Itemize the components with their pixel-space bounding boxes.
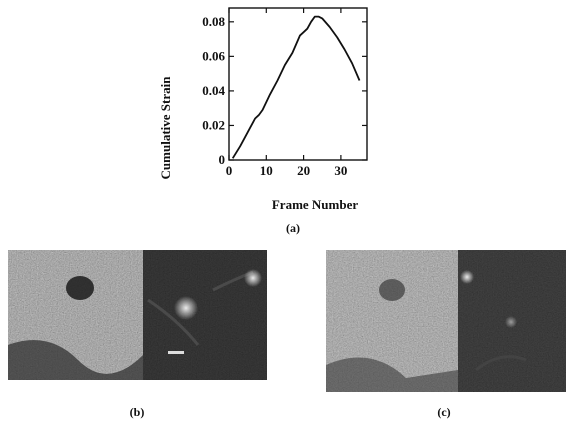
x-tick-label: 20: [297, 163, 310, 178]
image-panel-b: [8, 250, 267, 380]
chart-axes: [228, 7, 368, 161]
y-tick-label: 0.02: [202, 117, 225, 132]
y-tick-label: 0: [219, 152, 226, 167]
x-axis-title: Frame Number: [271, 197, 359, 212]
caption-b: (b): [129, 405, 145, 419]
image-panel-c: [326, 250, 566, 392]
strain-series-line: [231, 15, 361, 159]
y-axis-title: Cumulative Strain: [158, 76, 173, 180]
ultrasound-image-c: [326, 250, 566, 392]
chart-ticks: 0 10 20 30 0 0.02 0.04 0.06 0.08: [202, 8, 367, 178]
x-tick-label: 0: [226, 163, 233, 178]
x-tick-label: 10: [260, 163, 273, 178]
chart-series: [231, 15, 361, 159]
y-tick-label: 0.04: [202, 83, 225, 98]
y-tick-label: 0.06: [202, 48, 225, 63]
caption-c: (c): [437, 405, 451, 419]
ultrasound-image-b: [8, 250, 267, 380]
x-tick-label: 30: [334, 163, 347, 178]
y-tick-label: 0.08: [202, 14, 225, 29]
plot-frame: [228, 7, 368, 161]
caption-a: (a): [286, 221, 300, 235]
